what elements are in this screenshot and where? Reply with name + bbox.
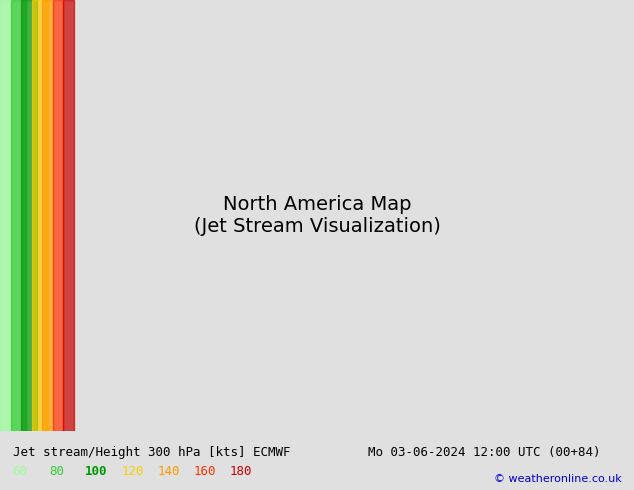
Bar xyxy=(63,0,74,431)
Bar xyxy=(0,0,16,431)
Text: 140: 140 xyxy=(157,465,179,478)
Text: 80: 80 xyxy=(49,465,64,478)
Text: North America Map
(Jet Stream Visualization): North America Map (Jet Stream Visualizat… xyxy=(193,195,441,236)
Bar xyxy=(42,0,53,431)
Text: © weatheronline.co.uk: © weatheronline.co.uk xyxy=(494,474,621,484)
Text: Mo 03-06-2024 12:00 UTC (00+84): Mo 03-06-2024 12:00 UTC (00+84) xyxy=(368,446,600,459)
Bar xyxy=(11,0,27,431)
Text: 120: 120 xyxy=(121,465,143,478)
Bar xyxy=(21,0,37,431)
Bar xyxy=(53,0,63,431)
Text: 180: 180 xyxy=(230,465,252,478)
Text: 100: 100 xyxy=(85,465,107,478)
Text: 60: 60 xyxy=(13,465,28,478)
Text: 160: 160 xyxy=(193,465,216,478)
Text: Jet stream/Height 300 hPa [kts] ECMWF: Jet stream/Height 300 hPa [kts] ECMWF xyxy=(13,446,290,459)
Bar xyxy=(32,0,48,431)
